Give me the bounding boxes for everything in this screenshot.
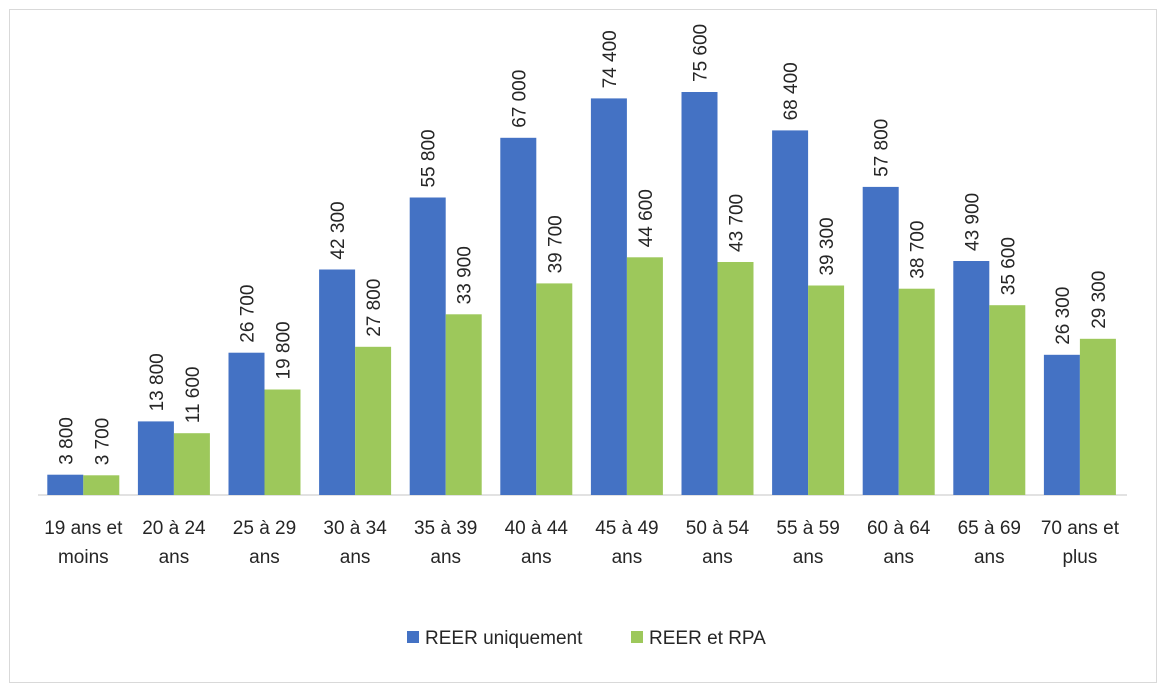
category-label-4-line-0: 35 à 39 [414, 518, 477, 539]
value-labels-group: 3 800 3 700 13 800 11 600 26 700 19 800 42 300… [56, 24, 1110, 465]
value-label-reer-et-rpa-8: 39 300 [817, 217, 838, 275]
legend-swatch-reer-et-rpa [631, 631, 643, 643]
value-label-reer-et-rpa-4: 33 900 [455, 246, 476, 304]
value-label-reer-uniquement-4: 55 800 [419, 129, 440, 187]
bar-reer-uniquement-10 [953, 261, 990, 495]
bar-reer-et-rpa-2 [264, 389, 301, 495]
value-label-reer-uniquement-9: 57 800 [872, 119, 893, 177]
category-label-6-line-1: ans [612, 547, 643, 568]
legend-label-reer-uniquement: REER uniquement [425, 628, 583, 649]
category-label-8-line-0: 55 à 59 [776, 518, 839, 539]
legend-label-reer-et-rpa: REER et RPA [649, 628, 766, 649]
category-label-11-line-1: plus [1062, 547, 1097, 568]
value-label-reer-uniquement-0: 3 800 [56, 417, 77, 465]
bar-reer-et-rpa-10 [989, 305, 1026, 495]
category-label-1-line-0: 20 à 24 [142, 518, 206, 539]
value-label-reer-et-rpa-3: 27 800 [364, 279, 385, 337]
value-label-reer-uniquement-8: 68 400 [781, 62, 802, 120]
category-label-11-line-0: 70 ans et [1041, 518, 1120, 539]
value-label-reer-et-rpa-10: 35 600 [998, 237, 1019, 295]
category-label-4-line-1: ans [430, 547, 461, 568]
value-label-reer-uniquement-3: 42 300 [328, 201, 349, 259]
value-label-reer-et-rpa-1: 11 600 [183, 366, 204, 423]
value-label-reer-uniquement-11: 26 300 [1053, 287, 1074, 345]
bar-reer-uniquement-7 [681, 92, 718, 495]
category-label-3-line-1: ans [340, 547, 371, 568]
bar-reer-et-rpa-5 [536, 283, 573, 495]
value-label-reer-et-rpa-2: 19 800 [274, 321, 295, 379]
category-label-5-line-0: 40 à 44 [505, 518, 569, 539]
category-label-0-line-0: 19 ans et [44, 518, 123, 539]
bar-reer-et-rpa-3 [355, 346, 392, 495]
value-label-reer-et-rpa-9: 38 700 [908, 221, 929, 279]
category-label-5-line-1: ans [521, 547, 552, 568]
bars-group [47, 92, 1116, 496]
bar-reer-et-rpa-8 [808, 285, 845, 495]
value-label-reer-et-rpa-11: 29 300 [1089, 271, 1110, 329]
value-label-reer-et-rpa-7: 43 700 [727, 194, 748, 252]
bar-reer-et-rpa-7 [717, 262, 754, 495]
category-label-1-line-1: ans [159, 547, 190, 568]
value-label-reer-uniquement-10: 43 900 [962, 193, 983, 251]
value-label-reer-uniquement-6: 74 400 [600, 30, 621, 88]
value-label-reer-uniquement-5: 67 000 [509, 70, 530, 128]
category-label-10-line-1: ans [974, 547, 1005, 568]
category-label-9-line-0: 60 à 64 [867, 518, 931, 539]
bar-reer-uniquement-5 [500, 137, 537, 496]
legend: REER uniquement REER et RPA [407, 628, 766, 649]
bar-reer-uniquement-9 [862, 186, 899, 495]
category-label-0-line-1: moins [58, 547, 109, 568]
category-label-7-line-0: 50 à 54 [686, 518, 750, 539]
bar-reer-uniquement-4 [409, 197, 446, 495]
category-label-6-line-0: 45 à 49 [595, 518, 658, 539]
bar-reer-uniquement-11 [1043, 354, 1080, 495]
category-label-8-line-1: ans [793, 547, 824, 568]
bar-reer-et-rpa-6 [626, 257, 663, 495]
bar-reer-et-rpa-9 [898, 288, 935, 495]
value-label-reer-et-rpa-0: 3 700 [92, 418, 113, 466]
category-label-2-line-1: ans [249, 547, 280, 568]
value-label-reer-uniquement-7: 75 600 [691, 24, 712, 82]
bar-reer-et-rpa-1 [173, 433, 210, 495]
value-label-reer-uniquement-2: 26 700 [238, 285, 259, 343]
category-label-10-line-0: 65 à 69 [958, 518, 1021, 539]
category-label-7-line-1: ans [702, 547, 733, 568]
bar-reer-uniquement-1 [137, 421, 174, 495]
category-label-3-line-0: 30 à 34 [323, 518, 387, 539]
category-labels-group: 19 ans et moins 20 à 24 ans 25 à 29 ans 30 à 3… [44, 518, 1119, 568]
category-label-2-line-0: 25 à 29 [233, 518, 296, 539]
bar-reer-uniquement-0 [47, 474, 84, 495]
bar-reer-uniquement-6 [590, 98, 627, 496]
bar-reer-et-rpa-4 [445, 314, 482, 495]
bar-reer-et-rpa-0 [83, 475, 120, 495]
bar-reer-uniquement-8 [772, 130, 809, 495]
value-label-reer-uniquement-1: 13 800 [147, 353, 168, 411]
category-label-9-line-1: ans [883, 547, 914, 568]
bar-reer-uniquement-2 [228, 352, 265, 495]
value-label-reer-et-rpa-5: 39 700 [545, 215, 566, 273]
value-label-reer-et-rpa-6: 44 600 [636, 189, 657, 247]
bar-reer-et-rpa-11 [1079, 338, 1116, 495]
legend-swatch-reer-uniquement [407, 631, 419, 643]
bar-reer-uniquement-3 [319, 269, 356, 495]
